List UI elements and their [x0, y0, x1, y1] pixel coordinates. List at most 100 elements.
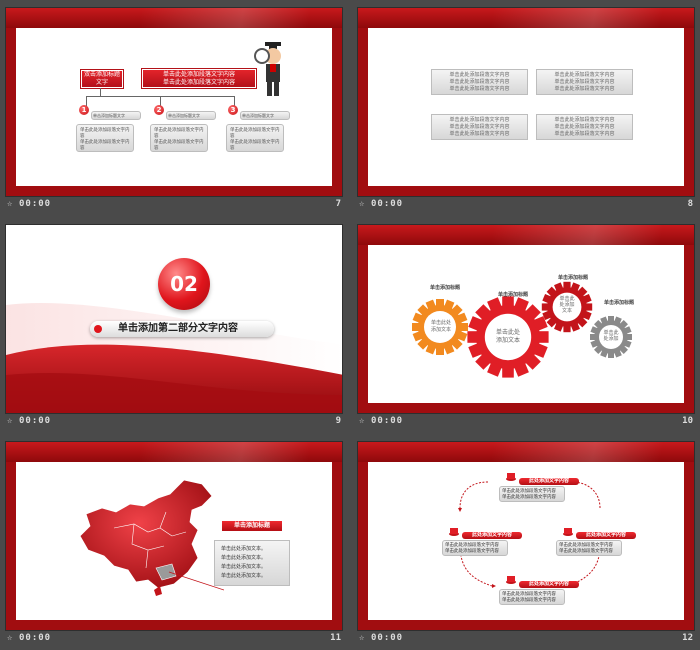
- slide-thumb-11[interactable]: 单击添加标题 单击此处添加文本。 单击此处添加文本。 单击此处添加文本。 单击此…: [0, 434, 343, 650]
- slide-time: 00:00: [371, 633, 404, 643]
- card-line: 单击此处添加段落文字内容: [449, 79, 510, 85]
- slide-footer: ☆ 00:00 10: [357, 416, 695, 430]
- step-line: 单击此处添加段落文字内容: [80, 140, 130, 151]
- slide-content-area: 单击添加标题 单击此处添加文本。 单击此处添加文本。 单击此处添加文本。 单击此…: [16, 462, 332, 620]
- slide-header-band: [6, 8, 342, 28]
- star-icon: ☆: [359, 416, 365, 426]
- card-line: 单击此处添加段落文字内容: [554, 117, 615, 123]
- section-title-pill: 单击添加第二部分文字内容: [90, 321, 274, 337]
- gear-title: 单击添加标题: [498, 292, 529, 298]
- map-label: 单击添加标题: [222, 521, 282, 531]
- node-title: 此处添加文字内容: [519, 581, 579, 588]
- slide-thumb-10[interactable]: 单击添加标题 单击添加标题 单击添加标题 单击添加标题 单击此处 添加文本 单击…: [352, 217, 695, 433]
- step-circle: 2: [154, 105, 164, 115]
- step-circle: 3: [228, 105, 238, 115]
- node-body: 单击此处添加段落文字内容 单击此处添加段落文字内容: [556, 540, 622, 556]
- node-body: 单击此处添加段落文字内容 单击此处添加段落文字内容: [499, 486, 565, 502]
- slide-footer: ☆ 00:00 8: [357, 199, 695, 213]
- slide-time: 00:00: [19, 199, 52, 209]
- node-line: 单击此处添加段落文字内容: [445, 543, 499, 548]
- slide-time: 00:00: [371, 199, 404, 209]
- step-circle: 1: [79, 105, 89, 115]
- step-label: 单击添加标题文字: [91, 111, 141, 120]
- step-line: 单击此处添加段落文字内容: [230, 128, 280, 139]
- slide-header-band: [358, 225, 694, 245]
- card-line: 单击此处添加段落文字内容: [449, 72, 510, 78]
- node-line: 单击此处添加段落文字内容: [502, 592, 556, 597]
- graduate-mascot-icon: [254, 42, 281, 96]
- title-box: 双击添加标题文字: [81, 70, 123, 88]
- map-line: 单击此处添加文本。: [221, 573, 267, 579]
- slide-number: 11: [330, 633, 341, 643]
- card-line: 单击此处添加段落文字内容: [449, 117, 510, 123]
- step-line: 单击此处添加段落文字内容: [230, 140, 280, 151]
- card-line: 单击此处添加段落文字内容: [449, 86, 510, 92]
- step-line: 单击此处添加段落文字内容: [154, 140, 204, 151]
- gear-text: 单击此处 添加文本: [430, 320, 451, 333]
- slide-content-area: 此处添加文字内容 单击此处添加段落文字内容 单击此处添加段落文字内容 此处添加文…: [368, 462, 684, 620]
- card-line: 单击此处添加段落文字内容: [554, 79, 615, 85]
- step-line: 单击此处添加段落文字内容: [154, 128, 204, 139]
- card-body: 单击此处添加段落文字内容 单击此处添加段落文字内容 单击此处添加段落文字内容: [431, 69, 528, 95]
- pedestal-icon: [449, 473, 573, 584]
- node-body: 单击此处添加段落文字内容 单击此处添加段落文字内容: [442, 540, 508, 556]
- node-body: 单击此处添加段落文字内容 单击此处添加段落文字内容: [499, 589, 565, 605]
- gear-title: 单击添加标题: [604, 300, 635, 306]
- gears-diagram: [412, 281, 632, 378]
- card-body: 单击此处添加段落文字内容 单击此处添加段落文字内容 单击此处添加段落文字内容: [536, 69, 633, 95]
- slide-thumb-7[interactable]: 双击添加标题文字 单击此处添加段落文字内容 单击此处添加段落文字内容 1 单击添…: [0, 0, 343, 216]
- slide-canvas: 02 单击添加第二部分文字内容: [5, 224, 343, 414]
- map-text-box: 单击此处添加文本。 单击此处添加文本。 单击此处添加文本。 单击此处添加文本。: [214, 540, 290, 586]
- slide-thumb-8[interactable]: 双击添加标题文字 单击此处添加段落文字内容 单击此处添加段落文字内容 单击此处添…: [352, 0, 695, 216]
- section-number: 02: [158, 258, 210, 310]
- node-line: 单击此处添加段落文字内容: [445, 549, 499, 554]
- card: 双击添加标题文字 单击此处添加段落文字内容 单击此处添加段落文字内容 单击此处添…: [536, 114, 633, 140]
- card-line: 单击此处添加段落文字内容: [554, 124, 615, 130]
- bullet-dot-icon: [94, 325, 102, 333]
- card-line: 单击此处添加段落文字内容: [449, 124, 510, 130]
- map-line: 单击此处添加文本。: [221, 564, 267, 570]
- connector-line: [100, 88, 101, 96]
- slide-canvas: 单击添加标题 单击添加标题 单击添加标题 单击添加标题 单击此处 添加文本 单击…: [357, 224, 695, 414]
- china-map-icon: [79, 479, 224, 596]
- step-label: 单击添加标题文字: [240, 111, 290, 120]
- slide-number: 7: [335, 199, 341, 209]
- wide-box: 单击此处添加段落文字内容 单击此处添加段落文字内容: [142, 69, 256, 88]
- gear-title: 单击添加标题: [558, 275, 589, 281]
- card-line: 单击此处添加段落文字内容: [554, 131, 615, 137]
- slide-time: 00:00: [371, 416, 404, 426]
- wide-box-line: 单击此处添加段落文字内容: [162, 71, 235, 78]
- node-title: 此处添加文字内容: [462, 532, 522, 539]
- gear-text: 单击此处 添加文本: [495, 329, 520, 344]
- node-line: 单击此处添加段落文字内容: [502, 489, 556, 494]
- slide-number: 8: [687, 199, 693, 209]
- slide-footer: ☆ 00:00 12: [357, 633, 695, 647]
- slide-footer: ☆ 00:00 11: [5, 633, 343, 647]
- connector-line: [86, 96, 87, 106]
- slide-thumb-12[interactable]: 此处添加文字内容 单击此处添加段落文字内容 单击此处添加段落文字内容 此处添加文…: [352, 434, 695, 650]
- node-line: 单击此处添加段落文字内容: [502, 598, 556, 603]
- card: 双击添加标题文字 单击此处添加段落文字内容 单击此处添加段落文字内容 单击此处添…: [431, 69, 528, 95]
- slide-footer: ☆ 00:00 7: [5, 199, 343, 213]
- step-line: 单击此处添加段落文字内容: [80, 128, 130, 139]
- slide-canvas: 双击添加标题文字 单击此处添加段落文字内容 单击此处添加段落文字内容 单击此处添…: [357, 7, 695, 197]
- star-icon: ☆: [359, 633, 365, 643]
- star-icon: ☆: [7, 199, 13, 209]
- map-line: 单击此处添加文本。: [221, 546, 267, 552]
- slide-time: 00:00: [19, 416, 52, 426]
- card-body: 单击此处添加段落文字内容 单击此处添加段落文字内容 单击此处添加段落文字内容: [431, 114, 528, 140]
- node-line: 单击此处添加段落文字内容: [502, 495, 556, 500]
- connector-line: [234, 96, 235, 106]
- slide-thumb-9[interactable]: 02 单击添加第二部分文字内容 ☆ 00:00 9: [0, 217, 343, 433]
- step-card: 单击此处添加段落文字内容 单击此处添加段落文字内容: [150, 124, 208, 152]
- card-line: 单击此处添加段落文字内容: [449, 131, 510, 137]
- slide-number: 12: [682, 633, 693, 643]
- map-line: 单击此处添加文本。: [221, 555, 267, 561]
- slide-header-band: [358, 8, 694, 28]
- node-title: 此处添加文字内容: [576, 532, 636, 539]
- card-line: 单击此处添加段落文字内容: [554, 72, 615, 78]
- step-card: 单击此处添加段落文字内容 单击此处添加段落文字内容: [226, 124, 284, 152]
- gear-text: 单击此 处添加: [603, 330, 619, 342]
- title-box-text: 双击添加标题文字: [83, 71, 120, 86]
- slide-header-band: [358, 442, 694, 462]
